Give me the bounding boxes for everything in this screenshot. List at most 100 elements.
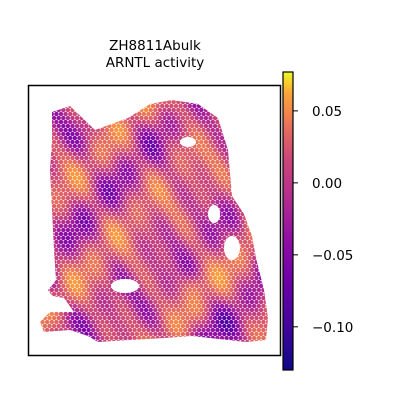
spot [58, 311, 64, 317]
spot [40, 199, 45, 205]
spot [153, 315, 158, 321]
spot [54, 303, 59, 309]
spot [132, 231, 137, 237]
spot [268, 212, 272, 216]
spot [201, 263, 206, 269]
spot [143, 331, 149, 337]
spot [72, 183, 78, 189]
spot [210, 159, 215, 165]
spot [240, 179, 245, 185]
spot [258, 100, 264, 105]
spot [109, 223, 114, 229]
spot [160, 207, 165, 213]
spot [84, 155, 89, 161]
spot [42, 259, 48, 265]
spot [148, 315, 153, 321]
spot [107, 235, 112, 241]
spot [70, 155, 75, 161]
spot [233, 100, 239, 101]
spot [164, 263, 169, 269]
spot [171, 307, 176, 313]
spot [261, 127, 266, 133]
spot [116, 163, 121, 169]
spot [74, 283, 80, 289]
spot [187, 231, 192, 237]
spot [139, 283, 144, 289]
spot [245, 267, 250, 273]
spot [45, 279, 50, 285]
spot [88, 251, 94, 257]
spot [252, 327, 257, 333]
spot [199, 307, 204, 313]
spot [240, 323, 245, 329]
spot [65, 235, 71, 241]
spot [123, 271, 128, 277]
spot [45, 100, 50, 101]
spot [111, 163, 117, 169]
spot [118, 295, 124, 301]
spot [235, 219, 241, 225]
spot [49, 100, 54, 101]
spot [68, 239, 73, 245]
spot [81, 247, 87, 253]
spot [166, 315, 172, 321]
spot [100, 279, 105, 285]
spot [162, 299, 167, 305]
spot [256, 279, 261, 285]
spot [77, 100, 82, 101]
spot [88, 235, 94, 241]
spot [61, 291, 66, 297]
spot [240, 171, 245, 177]
spot [63, 103, 68, 109]
spot [219, 175, 225, 181]
spot [192, 239, 197, 245]
spot [169, 167, 174, 173]
spot [229, 215, 234, 221]
spot [199, 139, 204, 145]
spot [265, 127, 268, 133]
spot [249, 251, 255, 257]
spot [47, 155, 52, 161]
spot [102, 267, 107, 273]
spot [155, 207, 160, 213]
spot [208, 331, 213, 337]
spot [252, 119, 257, 125]
spot [54, 223, 59, 229]
spot [114, 199, 119, 205]
spot [114, 231, 119, 237]
spot [132, 207, 137, 213]
spot [137, 143, 142, 149]
spot [162, 251, 167, 257]
spot [45, 183, 50, 189]
spot [199, 187, 204, 193]
spot [42, 211, 48, 217]
spot [74, 163, 80, 169]
spot [127, 271, 133, 277]
spot [208, 123, 213, 129]
spot [210, 263, 215, 269]
spot [258, 195, 264, 201]
spot [139, 147, 144, 153]
spot [261, 111, 266, 117]
spot [79, 211, 84, 217]
spot [68, 191, 73, 197]
spot [235, 100, 241, 105]
spot [245, 251, 250, 257]
spot [47, 283, 52, 289]
spot [139, 227, 144, 233]
spot [86, 183, 91, 189]
spot [81, 287, 87, 293]
spot [192, 279, 197, 285]
spot [58, 263, 64, 269]
spot [261, 199, 266, 205]
spot [47, 251, 52, 257]
spot [130, 115, 135, 121]
spot [268, 244, 272, 248]
spot [40, 167, 45, 173]
spot [49, 159, 54, 165]
spot [185, 275, 190, 281]
spot [104, 135, 110, 141]
spot [141, 199, 146, 205]
spot [192, 287, 197, 293]
spot [212, 283, 218, 289]
